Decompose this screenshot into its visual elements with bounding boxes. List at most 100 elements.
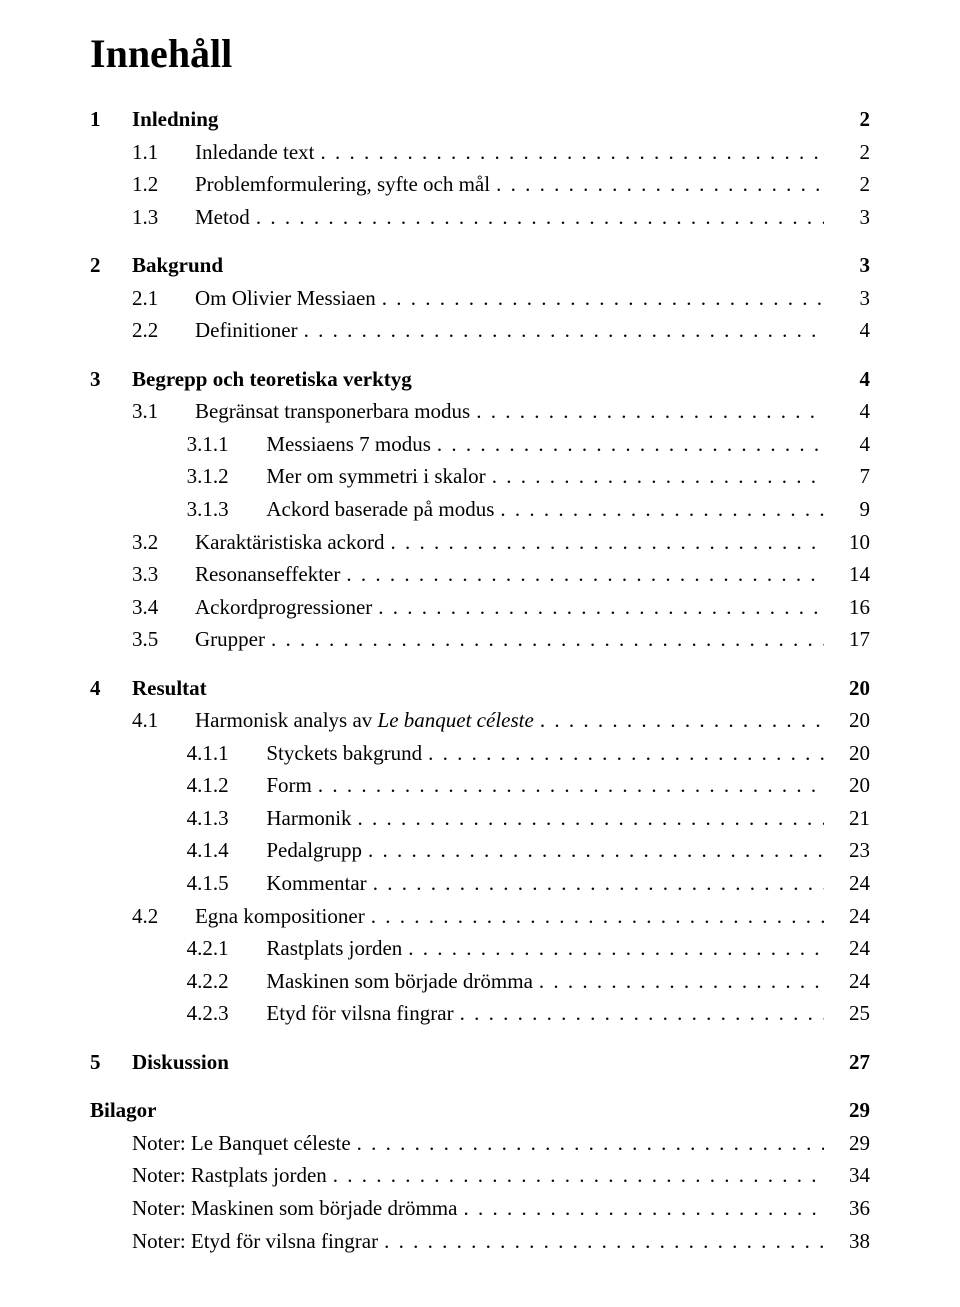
section-number: 2 xyxy=(90,249,122,282)
leader-dots xyxy=(422,737,824,770)
entry-number: 1.3 xyxy=(132,201,187,234)
section-title: Resultat xyxy=(122,672,824,705)
page-number: 38 xyxy=(824,1225,870,1258)
leader-dots xyxy=(362,834,824,867)
page-number: 24 xyxy=(824,867,870,900)
page-number: 2 xyxy=(824,103,870,136)
page-number: 24 xyxy=(824,932,870,965)
toc-subentry: 4.2.3 Etyd för vilsna fingrar 25 xyxy=(90,997,870,1030)
toc-subentry: 4.2.2 Maskinen som började drömma 24 xyxy=(90,965,870,998)
entry-number: 4.2.1 xyxy=(187,932,258,965)
toc-entry: Noter: Maskinen som började drömma 36 xyxy=(90,1192,870,1225)
entry-number: 3.1 xyxy=(132,395,187,428)
entry-title: Egna kompositioner xyxy=(187,900,365,933)
toc-section: 1 Inledning 2 xyxy=(90,103,870,136)
page-number: 29 xyxy=(824,1127,870,1160)
toc-subentry: 4.1.3 Harmonik 21 xyxy=(90,802,870,835)
page-number: 7 xyxy=(824,460,870,493)
entry-number: 3.1.2 xyxy=(187,460,258,493)
entry-title: Definitioner xyxy=(187,314,298,347)
entry-number: 2.1 xyxy=(132,282,187,315)
page-number: 10 xyxy=(824,526,870,559)
page-number: 20 xyxy=(824,704,870,737)
entry-number: 4.1 xyxy=(132,704,187,737)
entry-title: Etyd för vilsna fingrar xyxy=(258,997,454,1030)
page-number: 20 xyxy=(824,769,870,802)
entry-title: Noter: Maskinen som började drömma xyxy=(132,1192,457,1225)
toc-entry: 3.3 Resonanseffekter 14 xyxy=(90,558,870,591)
page-number: 25 xyxy=(824,997,870,1030)
entry-number: 3.5 xyxy=(132,623,187,656)
entry-title: Maskinen som började drömma xyxy=(258,965,533,998)
toc-section: 3 Begrepp och teoretiska verktyg 4 xyxy=(90,363,870,396)
entry-number: 3.3 xyxy=(132,558,187,591)
leader-dots xyxy=(490,168,824,201)
page-container: Innehåll 1 Inledning 2 1.1 Inledande tex… xyxy=(0,0,960,1307)
section-number: 5 xyxy=(90,1046,122,1079)
entry-number: 1.1 xyxy=(132,136,187,169)
toc-entry: 3.5 Grupper 17 xyxy=(90,623,870,656)
entry-number: 4.1.3 xyxy=(187,802,258,835)
toc-entry: 2.1 Om Olivier Messiaen 3 xyxy=(90,282,870,315)
entry-title: Begränsat transponerbara modus xyxy=(187,395,471,428)
leader-dots xyxy=(298,314,824,347)
leader-dots xyxy=(486,460,824,493)
leader-dots xyxy=(312,769,824,802)
page-number: 17 xyxy=(824,623,870,656)
leader-dots xyxy=(365,900,824,933)
entry-number: 4.1.1 xyxy=(187,737,258,770)
page-number: 24 xyxy=(824,900,870,933)
entry-title-pre: Harmonisk analys av xyxy=(195,708,378,732)
toc-entry: 3.2 Karaktäristiska ackord 10 xyxy=(90,526,870,559)
leader-dots xyxy=(494,493,823,526)
entry-number: 4.1.2 xyxy=(187,769,258,802)
entry-number: 3.1.3 xyxy=(187,493,258,526)
table-of-contents: 1 Inledning 2 1.1 Inledande text 2 1.2 P… xyxy=(90,103,870,1257)
toc-title: Innehåll xyxy=(90,30,870,77)
page-number: 16 xyxy=(824,591,870,624)
toc-section: 2 Bakgrund 3 xyxy=(90,249,870,282)
leader-dots xyxy=(367,867,824,900)
entry-title: Harmonisk analys av Le banquet céleste xyxy=(187,704,534,737)
toc-subentry: 3.1.1 Messiaens 7 modus 4 xyxy=(90,428,870,461)
entry-title: Ackord baserade på modus xyxy=(258,493,494,526)
toc-subentry: 4.1.2 Form 20 xyxy=(90,769,870,802)
entry-number: 1.2 xyxy=(132,168,187,201)
entry-title: Harmonik xyxy=(258,802,352,835)
section-number: 3 xyxy=(90,363,122,396)
toc-subentry: 4.2.1 Rastplats jorden 24 xyxy=(90,932,870,965)
entry-title: Form xyxy=(258,769,312,802)
toc-subentry: 3.1.3 Ackord baserade på modus 9 xyxy=(90,493,870,526)
toc-entry: 4.2 Egna kompositioner 24 xyxy=(90,900,870,933)
toc-entry: 3.4 Ackordprogressioner 16 xyxy=(90,591,870,624)
page-number: 9 xyxy=(824,493,870,526)
page-number: 34 xyxy=(824,1159,870,1192)
entry-number: 3.1.1 xyxy=(187,428,258,461)
toc-entry: Noter: Rastplats jorden 34 xyxy=(90,1159,870,1192)
page-number: 14 xyxy=(824,558,870,591)
toc-section-bilagor: Bilagor 29 xyxy=(90,1094,870,1127)
page-number: 23 xyxy=(824,834,870,867)
page-number: 21 xyxy=(824,802,870,835)
entry-title: Grupper xyxy=(187,623,265,656)
page-number: 4 xyxy=(824,395,870,428)
toc-section: 5 Diskussion 27 xyxy=(90,1046,870,1079)
leader-dots xyxy=(534,704,824,737)
leader-dots xyxy=(385,526,824,559)
entry-title: Styckets bakgrund xyxy=(258,737,422,770)
toc-entry: Noter: Le Banquet céleste 29 xyxy=(90,1127,870,1160)
toc-subentry: 4.1.1 Styckets bakgrund 20 xyxy=(90,737,870,770)
section-number: 4 xyxy=(90,672,122,705)
toc-subentry: 4.1.5 Kommentar 24 xyxy=(90,867,870,900)
page-number: 36 xyxy=(824,1192,870,1225)
leader-dots xyxy=(250,201,824,234)
entry-title: Noter: Rastplats jorden xyxy=(132,1159,327,1192)
page-number: 2 xyxy=(824,136,870,169)
section-title: Bilagor xyxy=(90,1094,824,1127)
entry-title: Problemformulering, syfte och mål xyxy=(187,168,491,201)
leader-dots xyxy=(376,282,824,315)
toc-entry: 2.2 Definitioner 4 xyxy=(90,314,870,347)
page-number: 4 xyxy=(824,363,870,396)
leader-dots xyxy=(431,428,824,461)
toc-entry: 4.1 Harmonisk analys av Le banquet céles… xyxy=(90,704,870,737)
